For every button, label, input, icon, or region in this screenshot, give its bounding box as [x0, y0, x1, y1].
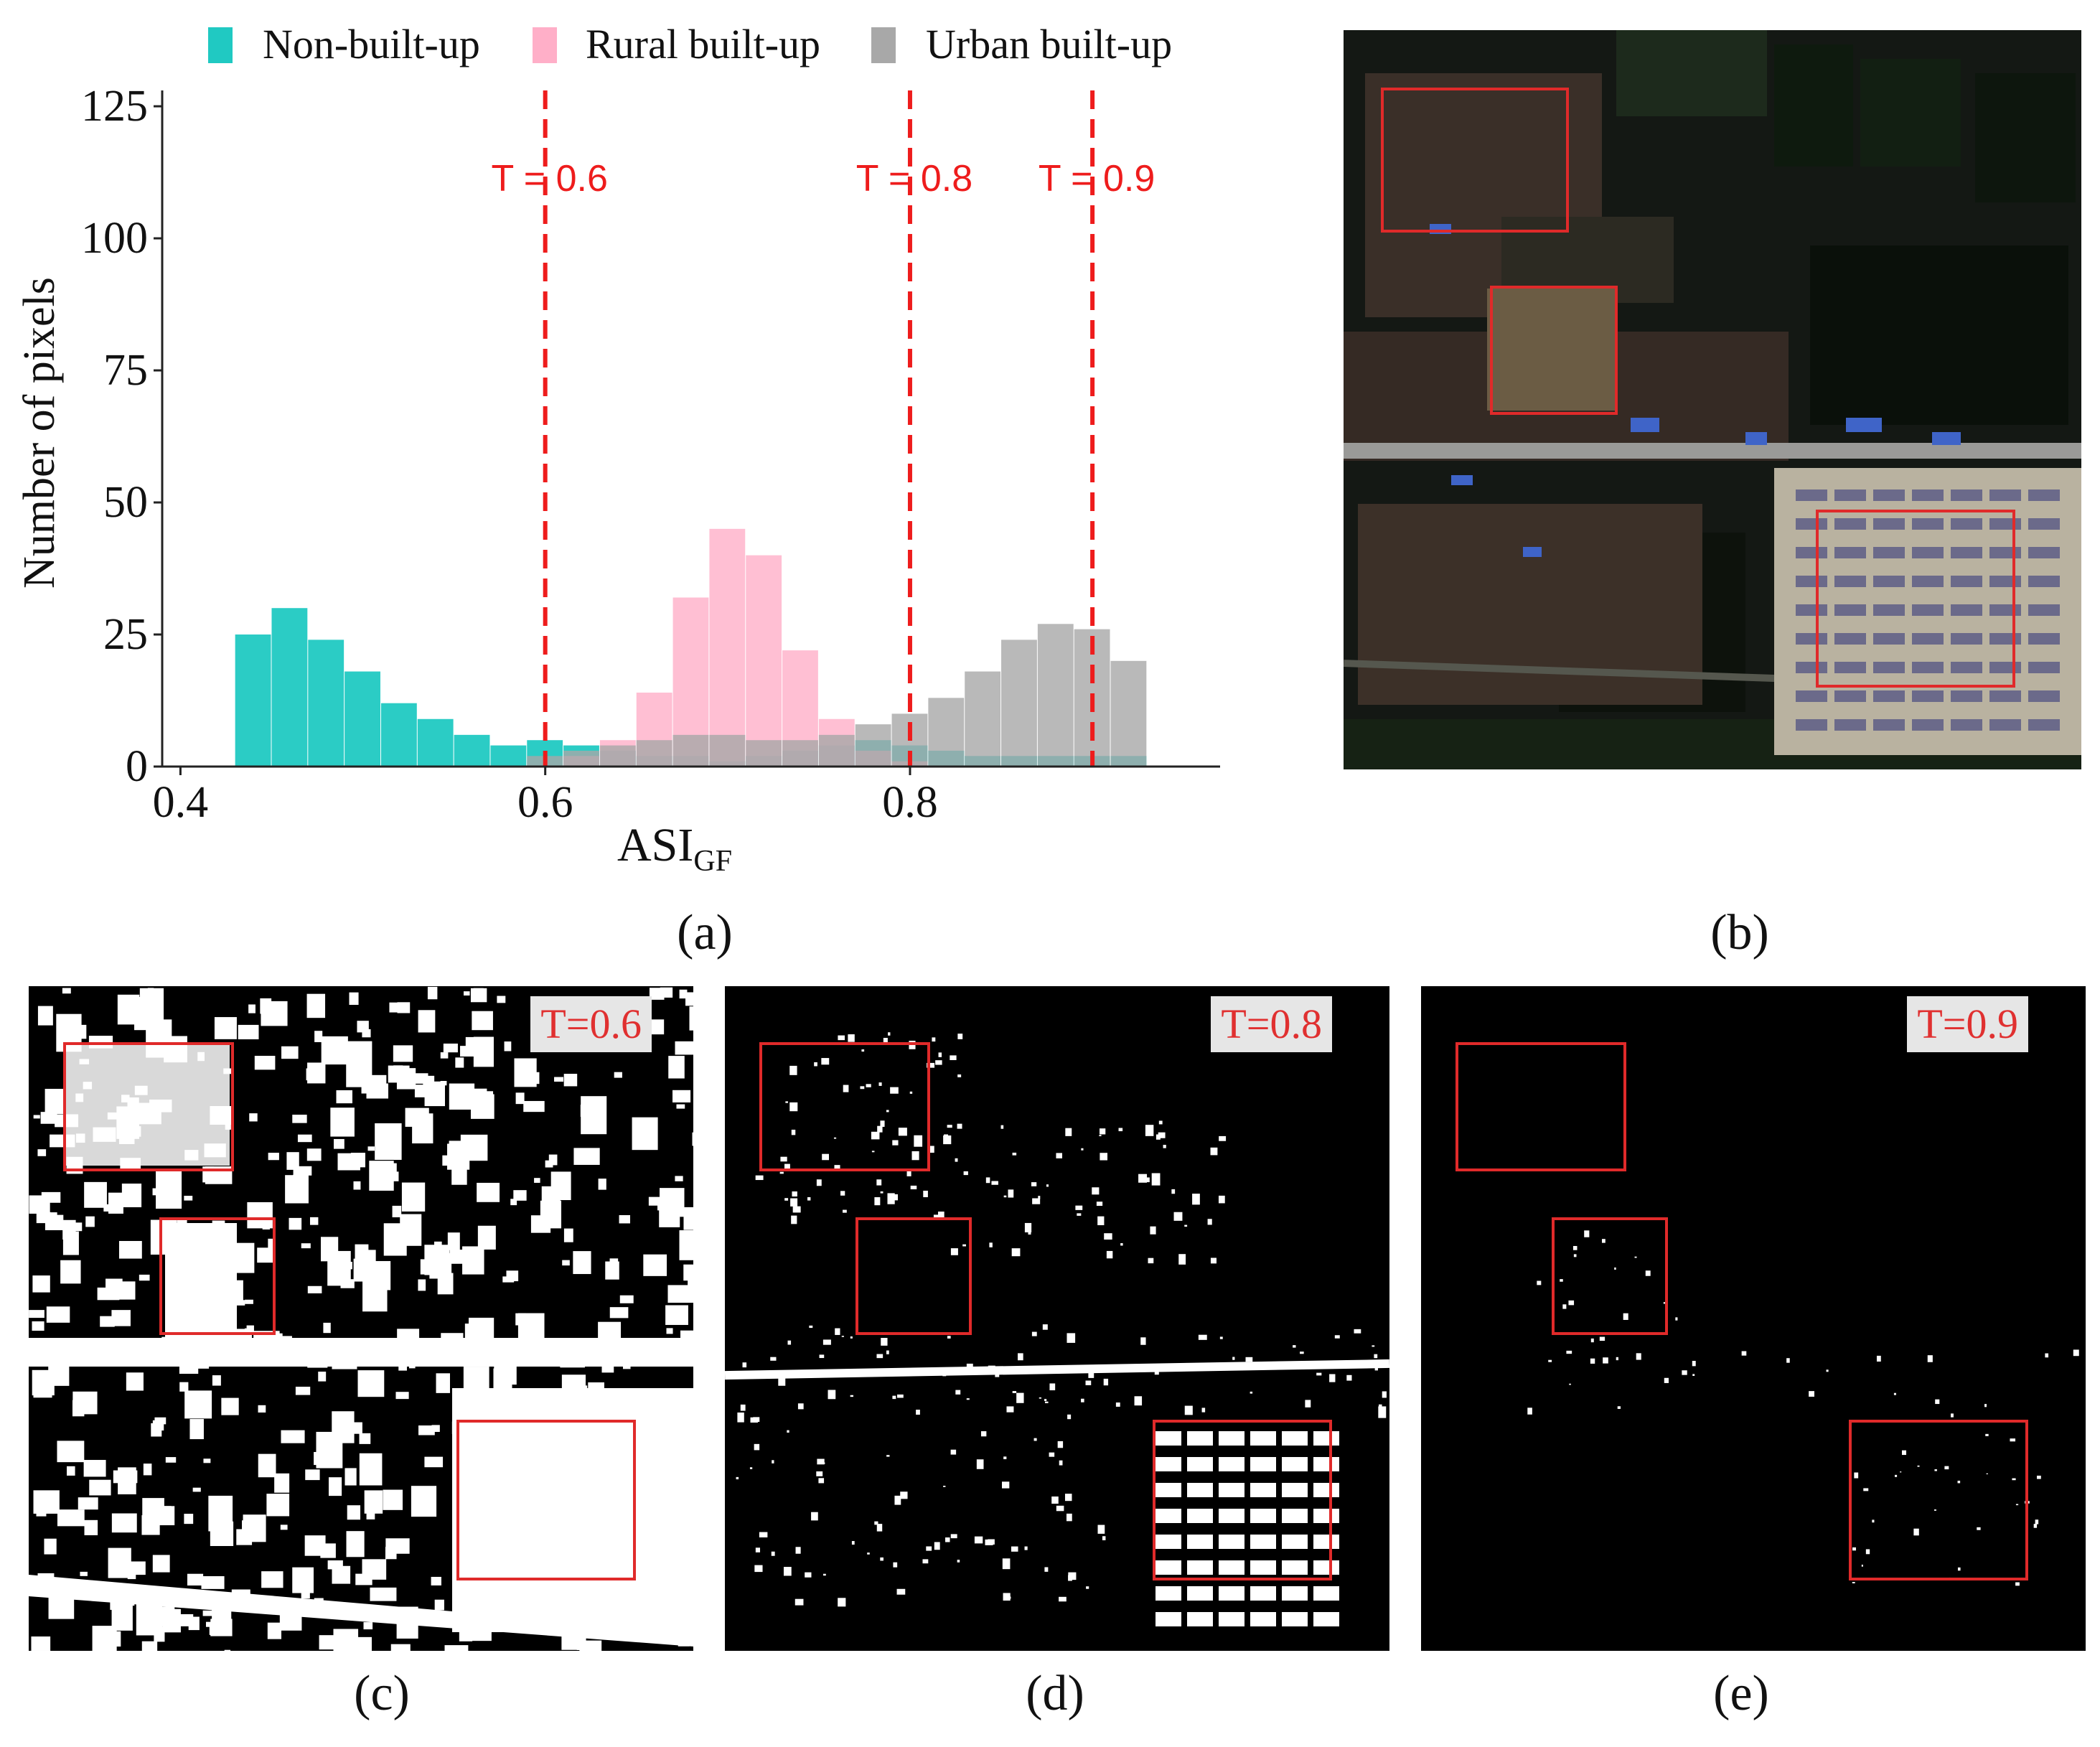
threshold-lines: T = 0.6 T = 0.8 T = 0.9 [492, 90, 1155, 767]
bar-urban-built-up-7 [782, 740, 818, 767]
bar-urban-built-up-3 [636, 740, 672, 767]
histogram-bars [235, 528, 1147, 767]
bar-urban-built-up-13 [1001, 640, 1037, 767]
bar-urban-built-up-8 [818, 734, 855, 767]
bar-non-built-up-5 [380, 703, 417, 767]
legend-swatch-rural-built-up [533, 27, 557, 63]
bar-non-built-up-6 [417, 718, 454, 767]
bar-urban-built-up-14 [1037, 624, 1074, 767]
bar-urban-built-up-16 [1110, 660, 1147, 767]
y-tick-label-5: 125 [81, 82, 148, 131]
legend-swatch-urban-built-up [871, 27, 896, 63]
bar-rural-built-up-4 [709, 528, 746, 767]
bar-non-built-up-2 [271, 608, 308, 767]
threshold-badge-e: T=0.9 [1907, 996, 2028, 1052]
panel-label-b: (b) [1710, 905, 1769, 960]
bar-urban-built-up-12 [965, 671, 1001, 767]
x-tick-label-0: 0.4 [153, 778, 209, 827]
bar-urban-built-up-2 [599, 745, 636, 767]
legend-label-non-built-up: Non-built-up [263, 21, 480, 67]
x-tick-label-1: 0.6 [517, 778, 573, 827]
bar-urban-built-up-9 [855, 724, 891, 767]
legend: Non-built-up Rural built-up Urban built-… [208, 20, 1242, 78]
histogram-chart: T = 0.6 T = 0.8 T = 0.9 0 25 50 75 100 125 0.4 0.… [81, 82, 1220, 827]
y-tick-label-1: 25 [103, 610, 148, 659]
bar-non-built-up-8 [490, 745, 527, 767]
satellite-image [1344, 30, 2081, 769]
y-tick-label-2: 50 [103, 478, 148, 527]
bar-urban-built-up-6 [746, 740, 782, 767]
bar-non-built-up-4 [344, 671, 380, 767]
y-tick-label-4: 100 [81, 214, 148, 263]
binary-map-t06: T=0.6 [29, 986, 693, 1651]
legend-label-urban-built-up: Urban built-up [926, 21, 1173, 67]
legend-swatch-non-built-up [208, 27, 233, 63]
y-axis-label: Number of pixels [15, 277, 64, 589]
bar-rural-built-up-5 [746, 555, 782, 767]
y-tick-label-0: 0 [126, 742, 148, 791]
binary-map-t09: T=0.9 [1421, 986, 2086, 1651]
bar-urban-built-up-1 [563, 750, 599, 767]
bar-urban-built-up-4 [672, 734, 709, 767]
x-axis-label: ASIGF [617, 819, 733, 879]
panel-label-a: (a) [677, 905, 733, 960]
threshold-badge-c: T=0.6 [530, 996, 652, 1052]
threshold-label-2: T = 0.9 [1039, 158, 1155, 200]
y-tick-label-3: 75 [103, 346, 148, 395]
axes: 0 25 50 75 100 125 0.4 0.6 0.8 [81, 82, 1220, 827]
threshold-label-0: T = 0.6 [492, 158, 608, 200]
panel-label-e: (e) [1713, 1666, 1769, 1721]
x-tick-label-2: 0.8 [882, 778, 938, 827]
threshold-badge-d: T=0.8 [1211, 996, 1332, 1052]
bar-non-built-up-3 [308, 640, 344, 767]
bar-non-built-up-7 [454, 734, 490, 767]
legend-label-rural-built-up: Rural built-up [586, 21, 821, 67]
bar-urban-built-up-5 [709, 734, 746, 767]
binary-map-t08: T=0.8 [725, 986, 1389, 1651]
bar-non-built-up-1 [235, 634, 271, 767]
bar-urban-built-up-11 [928, 698, 965, 767]
panel-label-d: (d) [1026, 1666, 1084, 1721]
panel-label-c: (c) [354, 1666, 410, 1721]
threshold-label-1: T = 0.8 [856, 158, 972, 200]
